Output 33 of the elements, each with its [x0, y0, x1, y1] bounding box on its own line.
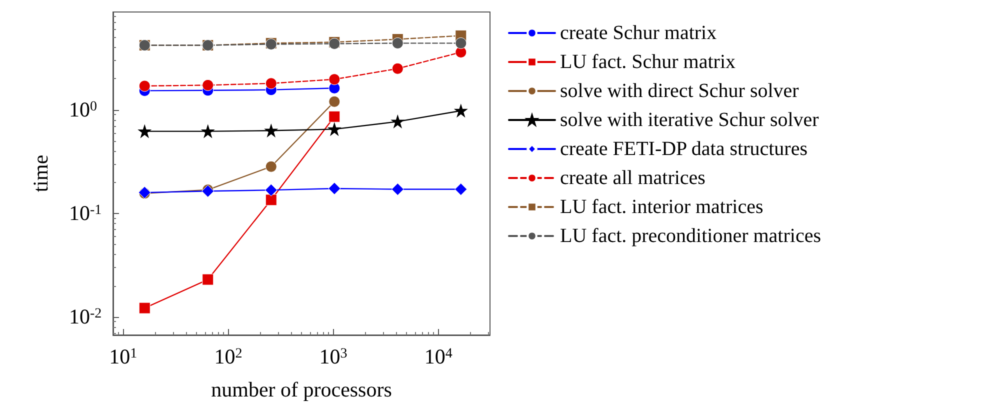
point — [265, 194, 277, 206]
legend-label: LU fact. Schur matrix — [560, 51, 736, 73]
point — [265, 124, 278, 137]
legend-label: LU fact. preconditioner matrices — [560, 225, 822, 247]
point — [455, 37, 467, 49]
point — [265, 160, 277, 172]
point — [138, 125, 151, 138]
point — [391, 183, 404, 196]
legend-label: create FETI-DP data structures — [560, 138, 808, 160]
point — [138, 302, 150, 314]
point — [264, 184, 278, 196]
legend-label: create all matrices — [560, 167, 706, 189]
point — [328, 182, 341, 195]
point — [202, 274, 214, 286]
point — [328, 96, 340, 108]
legend-label: solve with direct Schur solver — [560, 80, 800, 102]
point — [454, 104, 467, 117]
legend-label: LU fact. interior matrices — [560, 196, 764, 218]
legend-label: create Schur matrix — [560, 22, 717, 44]
point — [454, 183, 468, 196]
point — [202, 79, 214, 91]
point — [392, 62, 404, 74]
point — [328, 110, 340, 122]
point — [202, 125, 214, 138]
x-axis-title: number of processors — [211, 378, 392, 402]
point — [138, 80, 150, 92]
point — [328, 74, 340, 86]
y-axis-title: time — [28, 154, 52, 192]
point — [392, 37, 404, 49]
legend-label: solve with iterative Schur solver — [560, 109, 820, 131]
point — [328, 123, 340, 136]
point — [392, 116, 404, 128]
point — [265, 78, 277, 90]
